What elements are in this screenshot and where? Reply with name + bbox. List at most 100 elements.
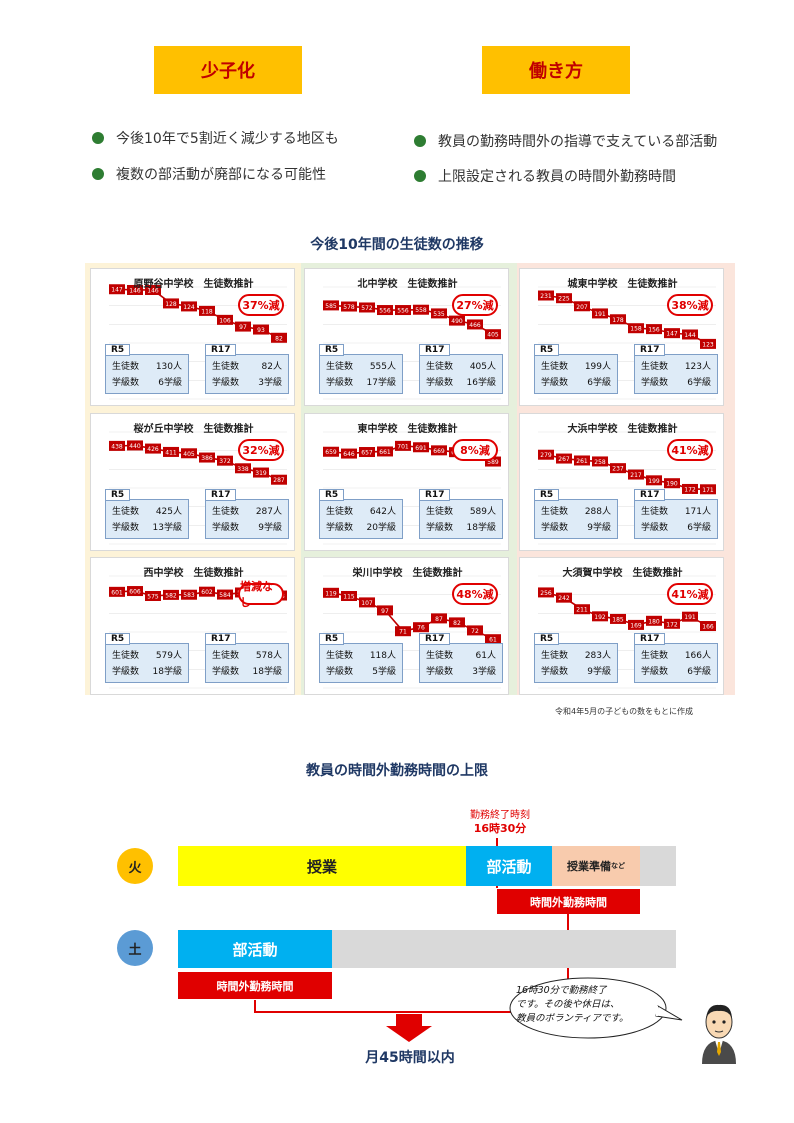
data-label: 242 — [558, 595, 570, 602]
r17-info-box: R17 生徒数 589人 学級数 18学級 — [419, 489, 503, 539]
data-label: 440 — [129, 443, 141, 450]
series-line — [545, 453, 709, 491]
school-chart-title: 栄川中学校 生徒数推計 — [352, 568, 463, 579]
r17-students: 123人 — [684, 362, 711, 372]
speech-bubble — [509, 977, 683, 1039]
data-label: 119 — [325, 590, 337, 597]
classes-label: 学級数 — [212, 667, 240, 677]
r5-students: 642人 — [369, 507, 396, 517]
data-label: 319 — [255, 470, 267, 477]
data-point — [592, 611, 608, 622]
data-point — [127, 440, 143, 451]
data-point — [323, 587, 339, 598]
data-label: 156 — [648, 327, 660, 334]
classes-label: 学級数 — [426, 378, 454, 388]
school-chart-title: 大浜中学校 生徒数推計 — [567, 424, 678, 435]
data-point — [610, 463, 626, 474]
overtime-label-saturday: 時間外勤務時間 — [178, 972, 332, 999]
data-point — [199, 586, 215, 597]
r17-classes: 6学級 — [687, 378, 711, 388]
data-point — [377, 446, 393, 457]
r17-students: 589人 — [469, 507, 496, 517]
data-point — [395, 305, 411, 316]
classes-label: 学級数 — [541, 378, 569, 388]
data-label: 691 — [415, 445, 427, 452]
r17-classes: 16学級 — [466, 378, 496, 388]
club-bar-saturday: 部活動 — [178, 930, 332, 968]
data-point — [395, 440, 411, 451]
school-chart-panel: 585 578 572 556 556 558 535 490 466 405 北中学校 生徒数推… — [304, 268, 509, 406]
r5-students: 425人 — [155, 507, 182, 517]
data-label: 199 — [648, 478, 660, 485]
school-chart-panel: 279 267 261 258 237 217 199 190 172 171 大浜中学校 生徒数… — [519, 413, 724, 551]
data-point — [163, 298, 179, 309]
data-point — [109, 284, 125, 295]
data-label: 180 — [648, 618, 660, 625]
r5-label: R5 — [534, 489, 560, 501]
data-label: 287 — [273, 477, 285, 484]
data-point — [163, 589, 179, 600]
decrease-badge: 増減なし — [238, 580, 284, 609]
data-label: 556 — [379, 308, 391, 315]
classes-label: 学級数 — [326, 667, 354, 677]
data-label: 147 — [111, 287, 123, 294]
data-point — [341, 448, 357, 459]
r5-label: R5 — [534, 633, 560, 645]
school-chart-panel: 119 115 107 97 71 76 87 82 72 61 栄川中学校 生徒数推計 48%減… — [304, 557, 509, 695]
data-label: 572 — [361, 305, 373, 312]
students-label: 生徒数 — [541, 362, 569, 372]
data-label: 123 — [702, 341, 714, 348]
data-point — [181, 448, 197, 459]
data-label: 558 — [415, 307, 427, 314]
r17-classes: 3学級 — [472, 667, 496, 677]
classes-label: 学級数 — [641, 378, 669, 388]
data-label: 411 — [165, 449, 177, 456]
r17-info-box: R17 生徒数 578人 学級数 18学級 — [205, 633, 289, 683]
data-point — [628, 469, 644, 480]
students-label: 生徒数 — [212, 651, 240, 661]
tuesday-badge: 火 — [117, 848, 153, 884]
r5-classes: 13学級 — [152, 523, 182, 533]
data-label: 144 — [684, 332, 696, 339]
r5-classes: 6学級 — [587, 378, 611, 388]
classes-label: 学級数 — [641, 523, 669, 533]
data-point — [700, 621, 716, 632]
students-label: 生徒数 — [326, 362, 354, 372]
data-point — [127, 586, 143, 597]
data-label: 582 — [165, 592, 177, 599]
tag-work-style: 働き方 — [482, 46, 630, 94]
r5-label: R5 — [105, 344, 131, 356]
data-point — [646, 475, 662, 486]
data-label: 386 — [201, 455, 213, 462]
school-chart-panel: 659646657661701691669656629589 東中学校 生徒数推… — [304, 413, 509, 551]
students-label: 生徒数 — [112, 362, 140, 372]
data-label: 172 — [684, 486, 696, 493]
r17-students: 578人 — [255, 651, 282, 661]
data-label: 657 — [361, 450, 373, 457]
series-line — [330, 592, 494, 640]
data-label: 372 — [219, 458, 231, 465]
data-point — [359, 597, 375, 608]
data-point — [145, 443, 161, 454]
r17-info-box: R17 生徒数 166人 学級数 6学級 — [634, 633, 718, 683]
monthly-limit: 月45時間以内 — [365, 1050, 455, 1066]
data-point — [217, 455, 233, 466]
school-line-chart: 279 267 261 258 237 217 199 190 172 171 — [538, 431, 716, 545]
club-bar-tuesday: 部活動 — [466, 846, 552, 886]
r17-label: R17 — [634, 633, 666, 645]
school-chart-title: 北中学校 生徒数推計 — [357, 279, 458, 290]
data-label: 211 — [576, 607, 588, 614]
bullet-dot-icon — [92, 168, 104, 180]
students-label: 生徒数 — [212, 362, 240, 372]
data-point — [145, 284, 161, 295]
r5-label: R5 — [105, 633, 131, 645]
data-label: 602 — [201, 589, 213, 596]
data-point — [449, 315, 465, 326]
classes-label: 学級数 — [212, 378, 240, 388]
r17-info-box: R17 生徒数 405人 学級数 16学級 — [419, 344, 503, 394]
data-label: 585 — [325, 303, 337, 310]
bullet-dot-icon — [414, 135, 426, 147]
data-point — [359, 447, 375, 458]
data-label: 87 — [435, 616, 443, 623]
series-line — [545, 294, 709, 345]
